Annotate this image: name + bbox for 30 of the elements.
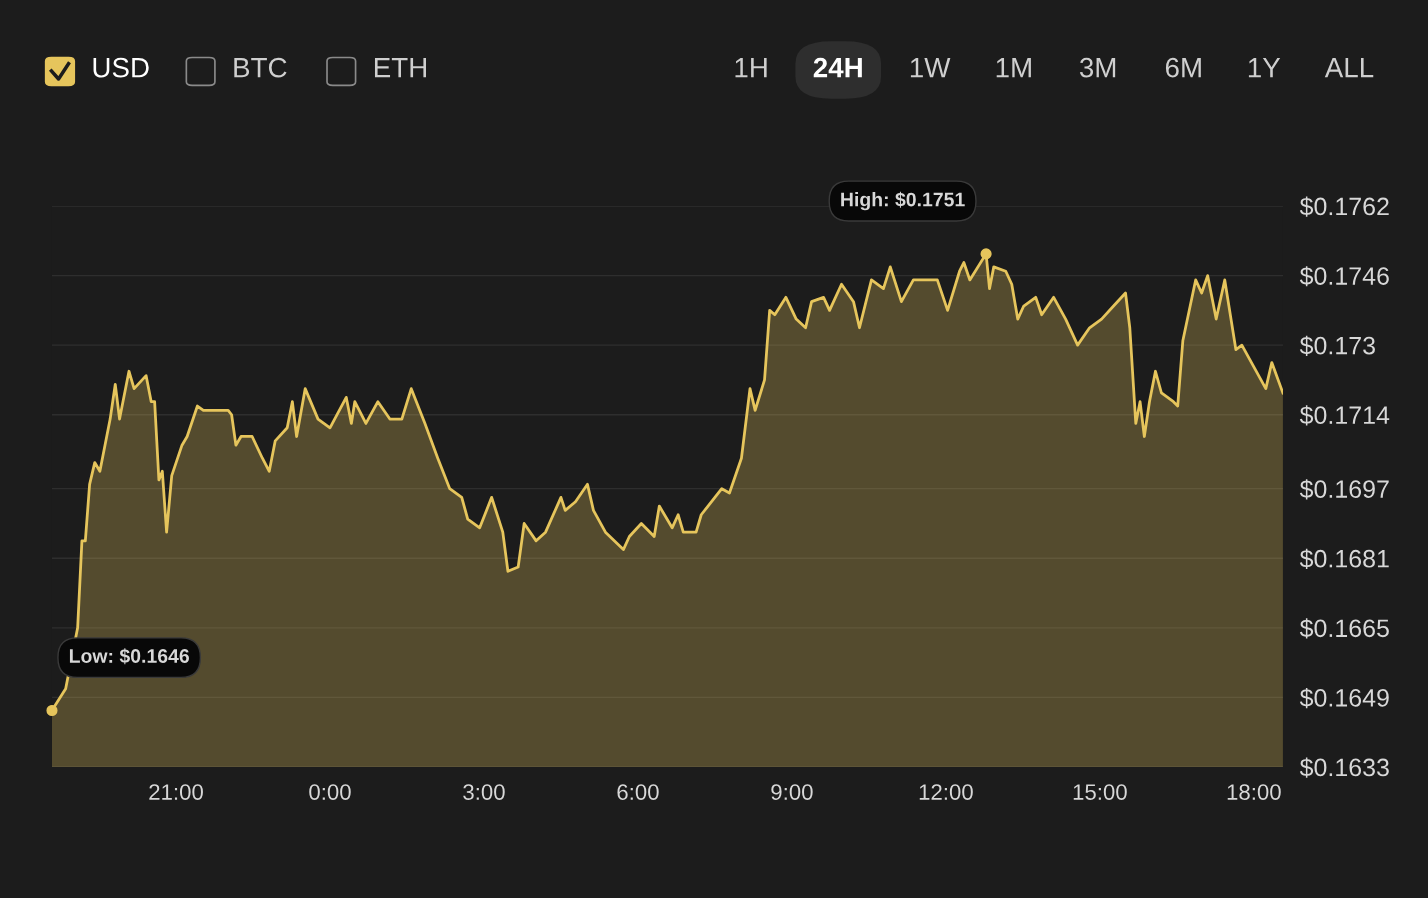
y-tick-label: $0.1746 <box>1299 266 1389 287</box>
annotation: Low: $0.1646 <box>69 648 189 665</box>
x-tick-label: 12:00 <box>919 784 973 800</box>
text: 3M <box>1079 57 1116 78</box>
y-tick-label: $0.1649 <box>1299 687 1389 709</box>
y-tick-label: $0.1681 <box>1299 548 1389 570</box>
text: 1H <box>735 58 767 78</box>
annotation: High: $0.1751 <box>841 191 965 211</box>
y-tick-label: $0.1665 <box>1299 618 1389 639</box>
text: 1M <box>996 58 1031 78</box>
text: BTC <box>234 57 287 78</box>
text: 1W <box>910 58 951 78</box>
x-tick-label: 21:00 <box>149 784 203 800</box>
x-tick-label: 15:00 <box>1073 784 1127 800</box>
text: 1Y <box>1248 58 1281 78</box>
text: USD <box>93 57 149 78</box>
text: 6M <box>1165 57 1201 78</box>
y-tick-label: $0.1633 <box>1299 757 1389 778</box>
x-tick-label: 18:00 <box>1227 784 1281 800</box>
x-tick-label: 6:00 <box>617 784 659 800</box>
y-tick-label: $0.1714 <box>1299 405 1390 426</box>
text: ETH <box>374 58 426 78</box>
text: ALL <box>1324 58 1374 78</box>
x-tick-label: 0:00 <box>309 784 351 800</box>
y-tick-label: $0.1762 <box>1299 196 1389 217</box>
y-tick-label: $0.1697 <box>1299 479 1389 500</box>
x-tick-label: 3:00 <box>463 784 505 800</box>
text: 24H <box>813 57 862 78</box>
x-tick-label: 9:00 <box>771 784 813 800</box>
y-tick-label: $0.173 <box>1299 335 1375 356</box>
